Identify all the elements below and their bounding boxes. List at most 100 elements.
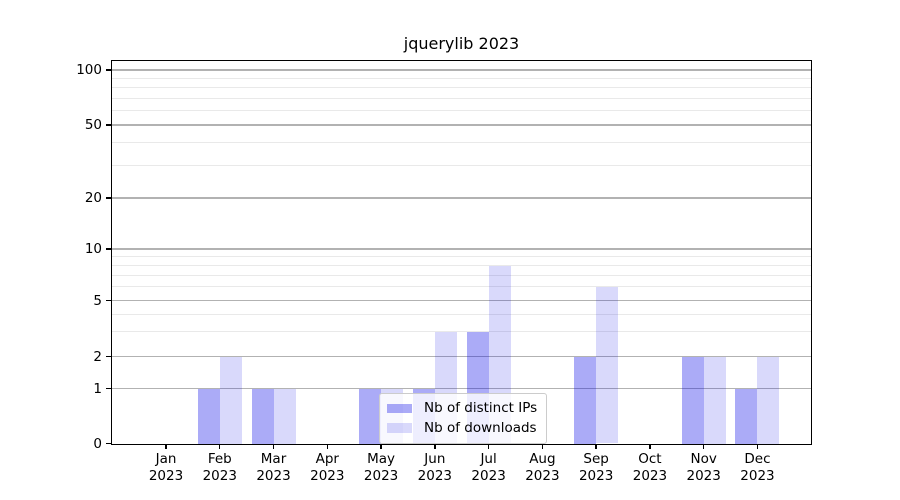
x-tick-label: Sep 2023 xyxy=(564,451,628,485)
y-minor-gridline xyxy=(112,110,811,112)
y-tick-label: 20 xyxy=(84,190,102,206)
y-major-gridline xyxy=(112,248,811,250)
y-major-gridline xyxy=(112,69,811,71)
y-minor-gridline xyxy=(112,142,811,144)
x-tick-month: Jun xyxy=(424,450,446,467)
y-tick-label: 10 xyxy=(84,241,102,257)
bar-downloads xyxy=(219,356,242,444)
y-tick-label: 100 xyxy=(76,62,102,78)
x-tick-label: Jun 2023 xyxy=(403,451,467,485)
legend-label-downloads: Nb of downloads xyxy=(424,419,537,436)
x-tick-mark xyxy=(595,443,597,449)
y-tick-mark xyxy=(106,442,112,445)
x-tick-month: Oct xyxy=(638,450,662,467)
y-tick-mark xyxy=(106,69,112,71)
x-tick-label: Oct 2023 xyxy=(618,451,682,485)
x-tick-year: 2023 xyxy=(740,467,775,484)
bar-distinct-ips xyxy=(574,356,597,444)
x-tick-month: Sep xyxy=(583,450,609,467)
bar-distinct-ips xyxy=(681,356,704,444)
bar-distinct-ips xyxy=(735,388,758,444)
bar-distinct-ips xyxy=(197,388,220,444)
x-tick-label: Dec 2023 xyxy=(725,451,789,485)
downloads-swatch-icon xyxy=(387,423,412,433)
chart-title: jquerylib 2023 xyxy=(403,34,520,53)
x-tick-label: May 2023 xyxy=(349,451,413,485)
y-minor-gridline xyxy=(112,97,811,99)
y-tick-mark xyxy=(106,299,112,302)
x-tick-mark xyxy=(649,443,651,449)
y-major-gridline xyxy=(112,124,811,126)
x-tick-month: Jul xyxy=(480,450,497,467)
x-tick-month: Dec xyxy=(744,450,771,467)
x-tick-mark xyxy=(380,443,382,449)
distinct-ips-swatch-icon xyxy=(387,403,412,413)
y-tick-label: 5 xyxy=(93,292,102,309)
x-tick-mark xyxy=(165,443,167,449)
x-tick-mark xyxy=(326,443,328,449)
legend-row-distinct-ips: Nb of distinct IPs xyxy=(387,399,537,418)
y-minor-gridline xyxy=(112,256,811,258)
y-tick-label: 2 xyxy=(93,348,102,365)
x-tick-label: Apr 2023 xyxy=(295,451,359,485)
y-minor-gridline xyxy=(112,313,811,315)
y-minor-gridline xyxy=(112,77,811,79)
y-tick-label: 0 xyxy=(93,435,102,452)
x-tick-month: Feb xyxy=(207,450,232,467)
bar-distinct-ips xyxy=(359,388,382,444)
x-tick-year: 2023 xyxy=(471,467,506,484)
x-tick-year: 2023 xyxy=(417,467,453,484)
y-major-gridline xyxy=(112,299,811,302)
y-minor-gridline xyxy=(112,286,811,288)
y-minor-gridline xyxy=(112,87,811,89)
x-tick-year: 2023 xyxy=(363,467,399,484)
y-minor-gridline xyxy=(112,165,811,167)
y-tick-label: 50 xyxy=(84,117,102,133)
legend-label-distinct-ips: Nb of distinct IPs xyxy=(424,400,538,417)
x-tick-year: 2023 xyxy=(310,467,345,484)
x-tick-mark xyxy=(434,443,436,449)
x-tick-year: 2023 xyxy=(202,467,237,484)
y-tick-mark xyxy=(106,248,112,250)
x-tick-year: 2023 xyxy=(578,467,614,484)
x-tick-mark xyxy=(219,443,221,449)
x-tick-mark xyxy=(272,443,275,449)
x-tick-mark xyxy=(756,443,759,449)
bar-downloads xyxy=(757,356,780,444)
bar-downloads xyxy=(273,388,296,444)
x-tick-year: 2023 xyxy=(632,467,668,484)
x-tick-year: 2023 xyxy=(525,467,560,484)
y-tick-mark xyxy=(106,355,112,358)
x-tick-month: Jan xyxy=(155,450,177,467)
x-tick-year: 2023 xyxy=(256,467,291,484)
y-tick-mark xyxy=(106,197,112,199)
bar-downloads xyxy=(596,286,619,444)
y-tick-mark xyxy=(106,387,112,390)
y-minor-gridline xyxy=(112,331,811,333)
bar-distinct-ips xyxy=(251,388,274,444)
x-tick-mark xyxy=(541,443,544,449)
plot-area: 0 1 2 5 10 20 50 100 Jan 2023 Feb 2023 Mar 2023 Apr 202… xyxy=(76,60,812,484)
y-minor-gridline xyxy=(112,275,811,276)
y-tick-mark xyxy=(106,124,112,126)
x-tick-month: May xyxy=(367,450,396,467)
x-tick-label: Jul 2023 xyxy=(457,451,521,485)
x-tick-label: Mar 2023 xyxy=(242,451,306,485)
x-tick-label: Jan 2023 xyxy=(134,451,198,485)
x-tick-month: Mar xyxy=(260,450,287,467)
y-tick-label: 1 xyxy=(93,380,102,397)
x-tick-month: Apr xyxy=(315,450,339,467)
y-minor-gridline xyxy=(112,265,811,267)
x-tick-month: Aug xyxy=(529,450,556,467)
x-tick-mark xyxy=(703,443,705,449)
x-tick-year: 2023 xyxy=(686,467,721,484)
legend: Nb of distinct IPs Nb of downloads xyxy=(379,393,548,444)
y-major-gridline xyxy=(112,197,811,199)
legend-row-downloads: Nb of downloads xyxy=(387,419,537,438)
x-tick-mark xyxy=(487,443,490,449)
x-tick-year: 2023 xyxy=(148,467,184,484)
bar-downloads xyxy=(703,356,726,444)
x-tick-label: Nov 2023 xyxy=(672,451,736,485)
x-tick-label: Aug 2023 xyxy=(510,451,574,485)
